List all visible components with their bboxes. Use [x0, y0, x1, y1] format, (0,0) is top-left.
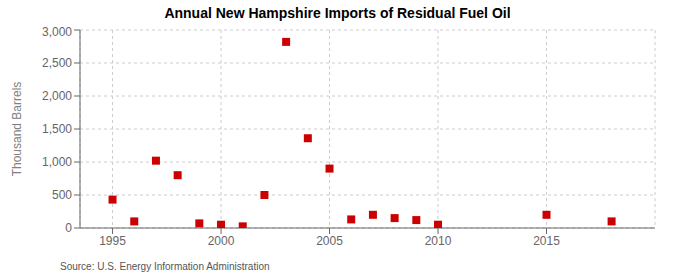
svg-text:3,000: 3,000	[42, 25, 72, 39]
svg-text:2015: 2015	[533, 234, 560, 248]
svg-text:2,000: 2,000	[42, 89, 72, 103]
svg-text:2005: 2005	[316, 234, 343, 248]
svg-text:1,000: 1,000	[42, 155, 72, 169]
svg-text:2010: 2010	[425, 234, 452, 248]
html-text:Annual New Hampshire Imports o: Annual New Hampshire Imports of Residual…	[164, 5, 511, 21]
svg-text:2,500: 2,500	[42, 56, 72, 70]
svg-text:2000: 2000	[208, 234, 235, 248]
svg-text:1995: 1995	[99, 234, 126, 248]
html-text:Source: U.S. Energy Informatio: Source: U.S. Energy Information Administ…	[60, 261, 270, 272]
svg-text:Thousand Barrels: Thousand Barrels	[10, 82, 24, 177]
svg-text:1,500: 1,500	[42, 122, 72, 136]
svg-text:0: 0	[65, 221, 72, 235]
svg-text:500: 500	[52, 188, 72, 202]
